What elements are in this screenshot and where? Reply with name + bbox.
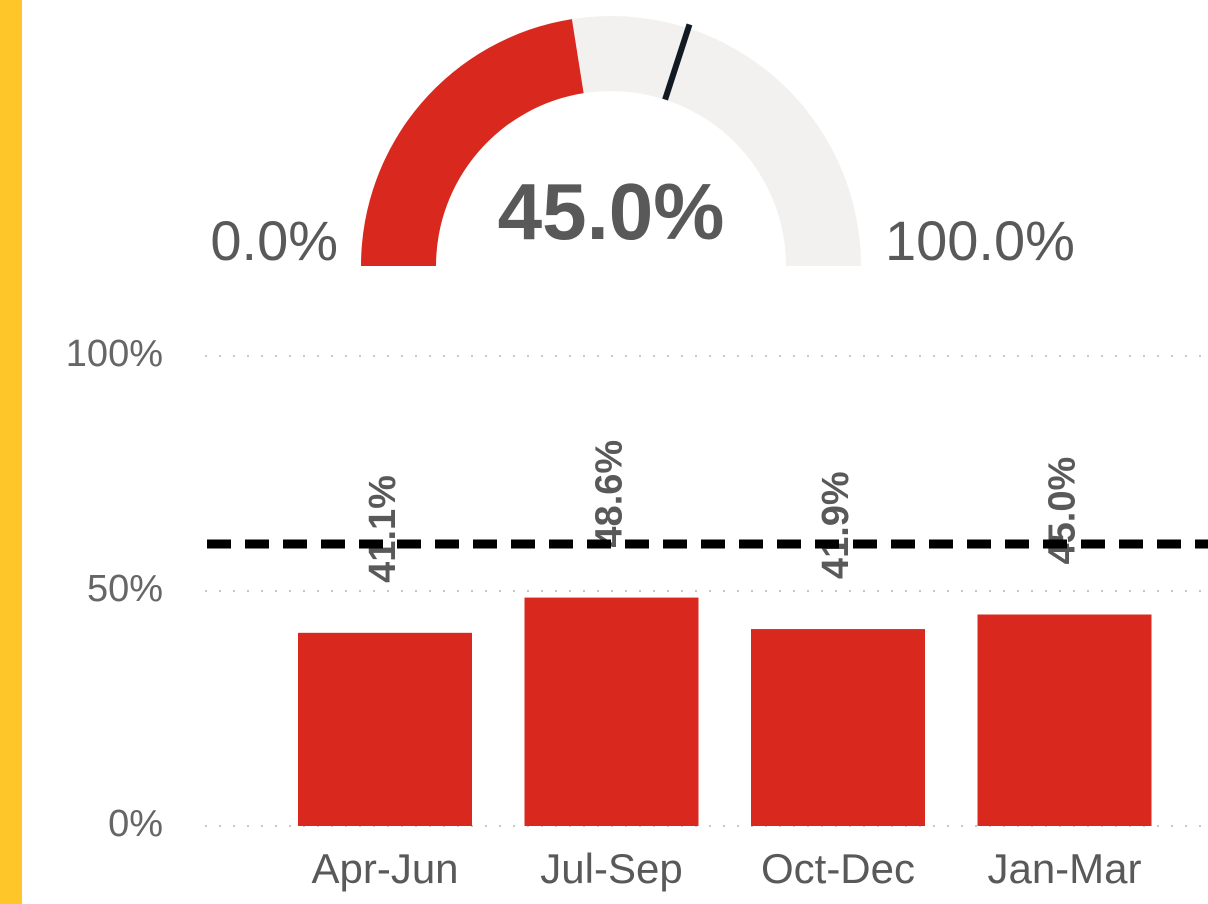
gauge-fill <box>361 19 584 267</box>
y-tick-label: 50% <box>87 568 163 610</box>
bar <box>751 629 925 826</box>
bar <box>298 632 472 826</box>
y-tick-label: 100% <box>66 333 163 375</box>
data-label: 48.6% <box>589 440 631 548</box>
bar <box>977 614 1152 826</box>
gauge-max: 100.0% <box>885 209 1075 272</box>
accent-strip <box>0 0 22 904</box>
x-tick-label: Apr-Jun <box>311 845 458 892</box>
gauge-min: 0.0% <box>210 209 338 272</box>
bar <box>524 597 699 826</box>
x-tick-label: Jan-Mar <box>987 845 1141 892</box>
gauge-target <box>662 23 693 101</box>
x-tick-label: Oct-Dec <box>761 845 915 892</box>
data-label: 41.1% <box>362 475 404 583</box>
x-tick-label: Jul-Sep <box>540 845 682 892</box>
y-tick-label: 0% <box>108 803 163 845</box>
data-label: 41.9% <box>815 471 857 579</box>
gauge-value: 45.0% <box>498 167 725 256</box>
